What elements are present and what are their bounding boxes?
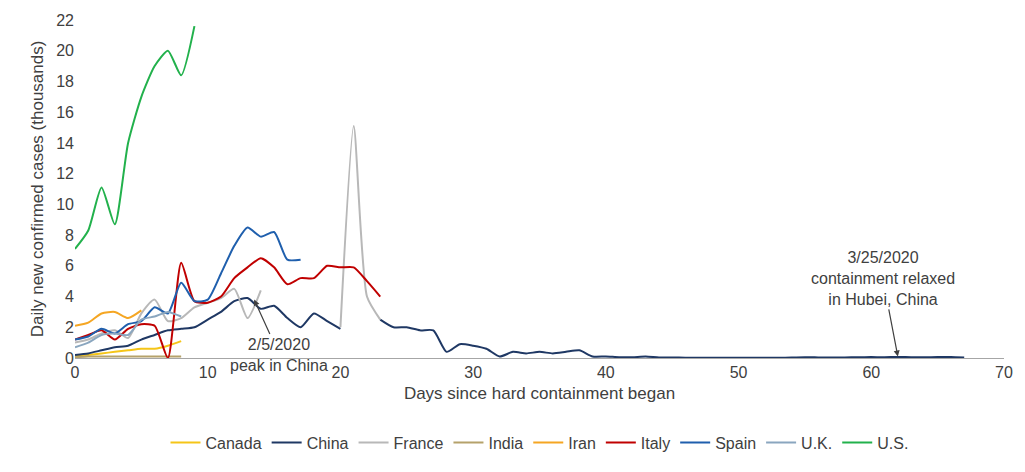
svg-text:2/5/2020peak in China: 2/5/2020peak in China (230, 336, 328, 374)
svg-text:4: 4 (65, 288, 74, 305)
svg-text:10: 10 (56, 196, 74, 213)
svg-text:Canada: Canada (206, 435, 262, 452)
svg-text:0: 0 (65, 350, 74, 367)
svg-text:U.S.: U.S. (877, 435, 908, 452)
svg-text:14: 14 (56, 135, 74, 152)
svg-text:Daily new confirmed cases (tho: Daily new confirmed cases (thousands) (28, 41, 47, 338)
svg-text:U.K.: U.K. (801, 435, 832, 452)
svg-text:France: France (394, 435, 444, 452)
svg-text:18: 18 (56, 73, 74, 90)
svg-text:16: 16 (56, 104, 74, 121)
svg-text:Spain: Spain (715, 435, 756, 452)
svg-text:8: 8 (65, 227, 74, 244)
svg-text:10: 10 (199, 364, 217, 381)
svg-text:30: 30 (464, 364, 482, 381)
svg-text:70: 70 (995, 364, 1013, 381)
svg-text:Italy: Italy (641, 435, 670, 452)
svg-text:50: 50 (730, 364, 748, 381)
svg-text:22: 22 (56, 12, 74, 29)
svg-text:20: 20 (56, 42, 74, 59)
svg-text:India: India (488, 435, 523, 452)
svg-text:12: 12 (56, 165, 74, 182)
svg-text:Days since hard containment be: Days since hard containment began (404, 384, 675, 403)
svg-text:20: 20 (332, 364, 350, 381)
svg-text:60: 60 (862, 364, 880, 381)
svg-text:Iran: Iran (568, 435, 596, 452)
svg-text:0: 0 (71, 364, 80, 381)
svg-text:2: 2 (65, 319, 74, 336)
svg-text:6: 6 (65, 257, 74, 274)
svg-text:China: China (307, 435, 349, 452)
svg-text:40: 40 (597, 364, 615, 381)
svg-text:3/25/2020containment relaxedin: 3/25/2020containment relaxedin Hubei, Ch… (811, 249, 955, 308)
